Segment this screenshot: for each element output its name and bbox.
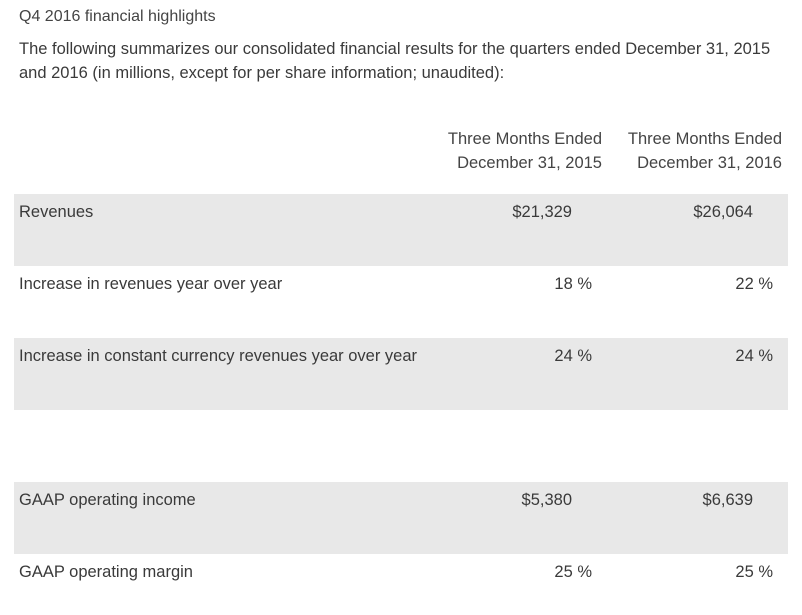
row-label: GAAP operating income — [19, 491, 196, 509]
row-label: Increase in revenues year over year — [19, 275, 283, 293]
row-value-2015: 18 % — [554, 275, 592, 293]
table-row-gaap-operating-margin: GAAP operating margin 25 % 25 % — [14, 554, 788, 615]
row-value-2015: $5,380 — [521, 491, 572, 509]
row-value-2016: $26,064 — [693, 203, 753, 221]
table-row-constant-currency-increase: Increase in constant currency revenues y… — [14, 338, 788, 410]
row-value-2015: 25 % — [554, 563, 592, 581]
table-row-gaap-operating-income: GAAP operating income $5,380 $6,639 — [14, 482, 788, 554]
row-value-2016: 22 % — [735, 275, 773, 293]
row-value-2015: 24 % — [554, 347, 592, 365]
row-label: GAAP operating margin — [19, 563, 193, 581]
row-value-2016: 25 % — [735, 563, 773, 581]
column-header-2015: Three Months Ended December 31, 2015 — [448, 127, 602, 175]
column-header-2016-line1: Three Months Ended — [627, 130, 782, 148]
row-value-2016: 24 % — [735, 347, 773, 365]
column-header-2016-line2: December 31, 2016 — [637, 154, 782, 172]
row-label: Revenues — [19, 203, 94, 221]
table-row-revenues: Revenues $21,329 $26,064 — [14, 194, 788, 266]
row-value-2016: $6,639 — [702, 491, 753, 509]
column-header-2015-line1: Three Months Ended — [447, 130, 602, 148]
intro-paragraph: The following summarizes our consolidate… — [19, 40, 771, 82]
row-label: Increase in constant currency revenues y… — [19, 347, 418, 365]
table-row-spacer — [14, 410, 788, 482]
page-title: Q4 2016 financial highlights — [19, 8, 216, 25]
row-value-2015: $21,329 — [512, 203, 572, 221]
table-row-revenue-increase: Increase in revenues year over year 18 %… — [14, 266, 788, 338]
column-header-2016: Three Months Ended December 31, 2016 — [628, 127, 782, 175]
column-header-2015-line2: December 31, 2015 — [457, 154, 602, 172]
